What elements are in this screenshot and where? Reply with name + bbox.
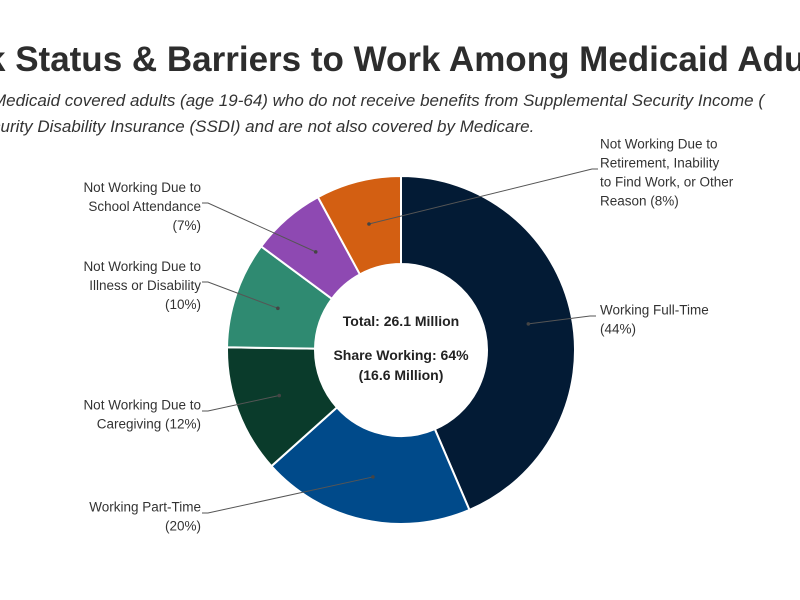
slice-label-4: Not Working Due to School Attendance (7%) — [83, 180, 201, 233]
center-text-2: Share Working: 64% — [333, 347, 469, 363]
connector-dot-0 — [526, 322, 531, 326]
slice-5 — [316, 174, 402, 276]
slice-0 — [400, 174, 576, 512]
subtitle-line-1: Medicaid covered adults (age 19-64) who … — [0, 91, 765, 110]
slice-label-5: Not Working Due to Retirement, Inability t… — [600, 137, 734, 209]
slice-label-3: Not Working Due to Illness or Disability(… — [83, 259, 201, 312]
connector-2 — [202, 395, 280, 412]
connector-3 — [202, 281, 279, 309]
slice-label-1: Working Part-Time (20%) — [89, 500, 201, 534]
connector-dot-1 — [371, 475, 375, 479]
slice-1 — [270, 406, 471, 525]
subtitle-line-2: curity Disability Insurance (SSDI) and a… — [0, 117, 535, 136]
connector-dot-2 — [277, 393, 282, 398]
connector-dot-4 — [313, 250, 318, 254]
center-text-1: Total: 26.1 Million — [343, 313, 459, 329]
connector-5 — [368, 168, 598, 225]
center-text-3: (16.6 Million) — [359, 367, 444, 383]
connector-dot-3 — [276, 306, 280, 311]
connector-4 — [202, 202, 316, 253]
connector-0 — [528, 315, 596, 325]
connector-1 — [202, 476, 374, 514]
connector-dot-5 — [367, 222, 371, 226]
chart-title: k Status & Barriers to Work Among Medica… — [0, 40, 800, 79]
chart-subtitle: Medicaid covered adults (age 19-64) who … — [0, 88, 800, 140]
slice-label-0: Working Full-Time (44%) — [600, 303, 709, 337]
slice-label-2: Not Working Due to Caregiving (12%) — [83, 398, 201, 432]
